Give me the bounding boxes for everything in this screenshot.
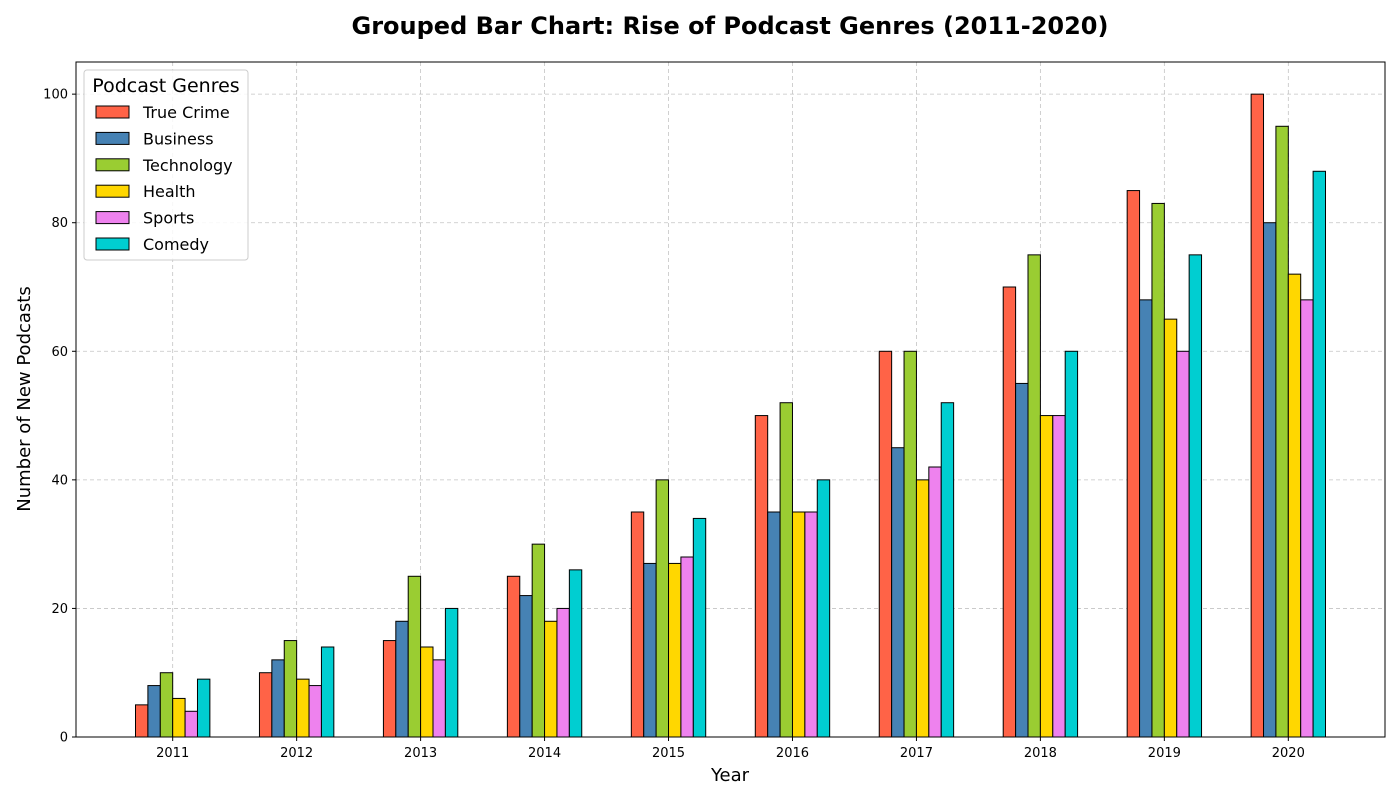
bar-true-crime [382,640,397,738]
bar-sports [1300,299,1314,738]
legend-swatch-sports [95,211,130,225]
bar-sports [1176,350,1190,738]
bar-technology [1151,202,1165,738]
bar-sports [1052,415,1066,738]
bar-true-crime [135,704,149,738]
bar-true-crime [1126,190,1141,738]
bar-comedy [940,402,955,738]
bar-true-crime [630,511,645,738]
bar-business [519,595,533,738]
x-tick-label: 2019 [1148,746,1181,761]
bar-sports [184,710,198,738]
legend-swatch-technology [95,158,130,172]
bar-business [1139,299,1153,738]
bar-business [271,659,285,738]
x-tick-label: 2014 [528,746,561,761]
bar-health [172,697,186,738]
bar-sports [308,685,322,738]
bar-sports [556,607,570,738]
plot-area-frame [75,61,1386,738]
chart-title: Grouped Bar Chart: Rise of Podcast Genre… [352,12,1109,40]
x-tick-label: 2017 [900,746,933,761]
legend-title: Podcast Genres [92,75,239,97]
legend-label-business: Business [143,129,214,148]
bar-true-crime [754,415,769,738]
y-tick-label: 100 [43,88,68,103]
bar-comedy [1064,350,1079,738]
bar-true-crime [258,672,273,738]
bar-true-crime [878,350,893,738]
y-axis-label: Number of New Podcasts [14,286,35,511]
bar-health [791,511,806,738]
bar-comedy [1188,254,1203,738]
bar-comedy [568,569,583,738]
bar-business [395,620,409,738]
bar-comedy [320,646,335,738]
bar-technology [159,672,174,738]
bar-technology [903,350,917,738]
legend-label-comedy: Comedy [143,235,209,254]
bar-health [1039,415,1054,738]
bar-technology [1275,125,1289,738]
legend: Podcast Genres True Crime Business Technol… [83,69,249,261]
bar-technology [531,543,546,738]
x-tick-label: 2011 [156,746,189,761]
bar-comedy [1312,170,1326,738]
bar-health [420,646,434,738]
bar-business [1015,382,1029,738]
legend-swatch-comedy [95,237,130,251]
y-tick-label: 0 [60,731,68,746]
bar-business [1263,222,1277,738]
bar-business [891,447,905,738]
bars [135,93,1326,738]
x-tick-label: 2012 [280,746,313,761]
bar-sports [680,556,694,738]
bar-health [1163,318,1178,738]
bar-comedy [196,678,211,738]
bar-true-crime [1250,93,1265,738]
bar-health [296,678,310,738]
bar-sports [432,659,446,738]
bar-comedy [692,517,707,738]
y-tick-label: 80 [51,216,68,231]
x-tick-label: 2013 [404,746,437,761]
legend-items: True Crime Business Technology Health Sports… [95,103,233,254]
x-tick-label: 2020 [1272,746,1305,761]
bar-health [544,620,558,738]
bar-technology [407,575,422,738]
legend-label-technology: Technology [142,156,233,175]
bar-comedy [816,479,831,738]
bar-health [1287,273,1302,738]
bar-sports [804,511,818,738]
y-tick-label: 40 [51,473,68,488]
legend-swatch-health [95,184,130,198]
legend-label-health: Health [143,182,196,201]
y-tick-label: 60 [51,345,68,360]
x-tick-label: 2015 [652,746,685,761]
bar-business [643,562,657,738]
bar-business [767,511,781,738]
bar-sports [928,466,942,738]
bar-health [915,479,930,738]
legend-swatch-true-crime [95,105,130,119]
bar-technology [283,640,298,738]
bar-true-crime [1002,286,1017,738]
x-axis-label: Year [710,765,750,786]
bar-business [147,685,161,738]
y-tick-label: 20 [51,602,68,617]
x-tick-label: 2016 [776,746,809,761]
bar-technology [655,479,670,738]
bar-comedy [444,607,459,738]
legend-swatch-business [95,131,130,145]
legend-label-sports: Sports [143,209,194,228]
bar-technology [1027,254,1041,738]
bar-health [668,562,682,738]
axis-ticks: 2011 2012 2013 2014 2015 2016 2017 2018 2019 2020… [43,88,1305,761]
legend-label-true-crime: True Crime [142,103,230,122]
bar-technology [779,402,793,738]
bar-true-crime [506,575,521,738]
x-tick-label: 2018 [1024,746,1057,761]
